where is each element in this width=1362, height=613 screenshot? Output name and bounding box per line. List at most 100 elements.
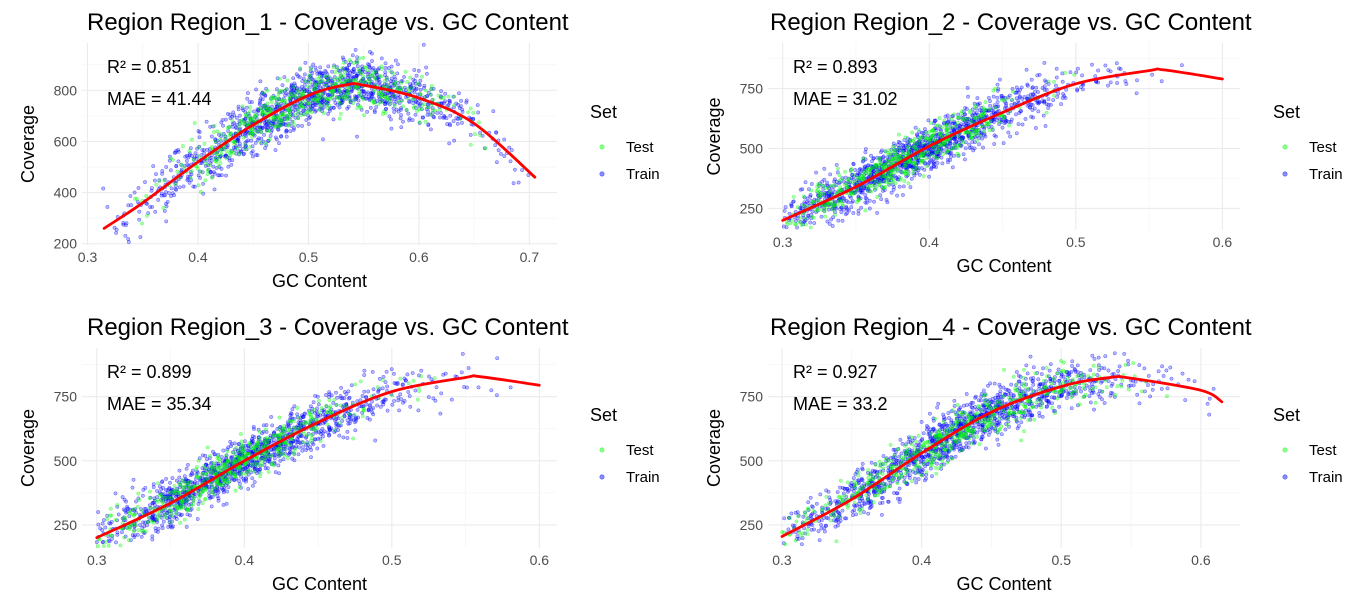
point-train [381, 387, 384, 390]
point-train [414, 113, 417, 116]
point-train [138, 218, 141, 221]
legend-label-test: Test [626, 139, 654, 156]
point-train [909, 185, 912, 188]
point-test [338, 117, 341, 120]
point-train [368, 65, 371, 68]
point-train [949, 142, 952, 145]
chart-title: Region Region_1 - Coverage vs. GC Conten… [87, 9, 569, 36]
point-train [251, 477, 254, 480]
point-train [397, 399, 400, 402]
point-train [297, 453, 300, 456]
point-test [841, 204, 844, 207]
point-test [373, 99, 376, 102]
point-train [169, 194, 172, 197]
point-test [973, 117, 976, 120]
point-train [988, 104, 991, 107]
point-train [388, 115, 391, 118]
point-test [837, 180, 840, 183]
legend-label-test: Test [1309, 139, 1337, 156]
point-train [250, 100, 253, 103]
point-train [351, 75, 354, 78]
point-train [263, 122, 266, 125]
point-test [278, 120, 281, 123]
point-train [854, 168, 857, 171]
point-train [250, 151, 253, 154]
point-train [886, 201, 889, 204]
point-test [932, 147, 935, 150]
point-train [348, 396, 351, 399]
point-test [327, 75, 330, 78]
x-tick-label: 0.6 [409, 249, 429, 265]
point-test [342, 61, 345, 64]
point-test [447, 95, 450, 98]
point-test [261, 111, 264, 114]
point-test [882, 175, 885, 178]
point-train [160, 481, 163, 484]
point-train [955, 140, 958, 143]
point-test [943, 119, 946, 122]
point-train [178, 469, 181, 472]
point-test [901, 152, 904, 155]
point-test [484, 147, 487, 150]
point-test [938, 149, 941, 152]
point-test [297, 88, 300, 91]
point-test [332, 65, 335, 68]
point-train [386, 385, 389, 388]
point-train [322, 413, 325, 416]
point-train [1069, 71, 1072, 74]
point-test [413, 105, 416, 108]
point-train [260, 137, 263, 140]
point-train [865, 201, 868, 204]
point-test [291, 120, 294, 123]
point-train [408, 100, 411, 103]
point-train [1008, 135, 1011, 138]
point-train [217, 491, 220, 494]
point-train [1043, 85, 1046, 88]
point-train [840, 211, 843, 214]
point-train [164, 477, 167, 480]
point-test [338, 71, 341, 74]
point-test [946, 149, 949, 152]
point-test [374, 70, 377, 73]
point-test [248, 105, 251, 108]
point-train [400, 126, 403, 129]
point-test [930, 154, 933, 157]
point-test [169, 157, 172, 160]
point-test [203, 142, 206, 145]
point-test [352, 79, 355, 82]
point-train [928, 160, 931, 163]
point-train [122, 223, 125, 226]
point-train [242, 479, 245, 482]
point-train [366, 91, 369, 94]
point-test [407, 97, 410, 100]
point-train [406, 373, 409, 376]
point-train [386, 409, 389, 412]
point-train [467, 366, 470, 369]
point-test [323, 75, 326, 78]
point-train [831, 188, 834, 191]
point-train [1015, 132, 1018, 135]
point-train [1109, 81, 1112, 84]
point-train [1055, 76, 1058, 79]
point-test [832, 205, 835, 208]
point-train [801, 188, 804, 191]
point-train [393, 381, 396, 384]
point-test [315, 97, 318, 100]
point-test [910, 131, 913, 134]
point-train [898, 141, 901, 144]
point-test [920, 159, 923, 162]
point-train [495, 161, 498, 164]
point-train [1035, 86, 1038, 89]
point-train [864, 147, 867, 150]
point-test [874, 163, 877, 166]
point-test [181, 144, 184, 147]
point-train [1031, 86, 1034, 89]
point-test [352, 61, 355, 64]
point-train [284, 130, 287, 133]
point-train [365, 395, 368, 398]
point-test [420, 75, 423, 78]
point-train [835, 163, 838, 166]
point-train [460, 121, 463, 124]
point-train [251, 435, 254, 438]
point-test [970, 120, 973, 123]
